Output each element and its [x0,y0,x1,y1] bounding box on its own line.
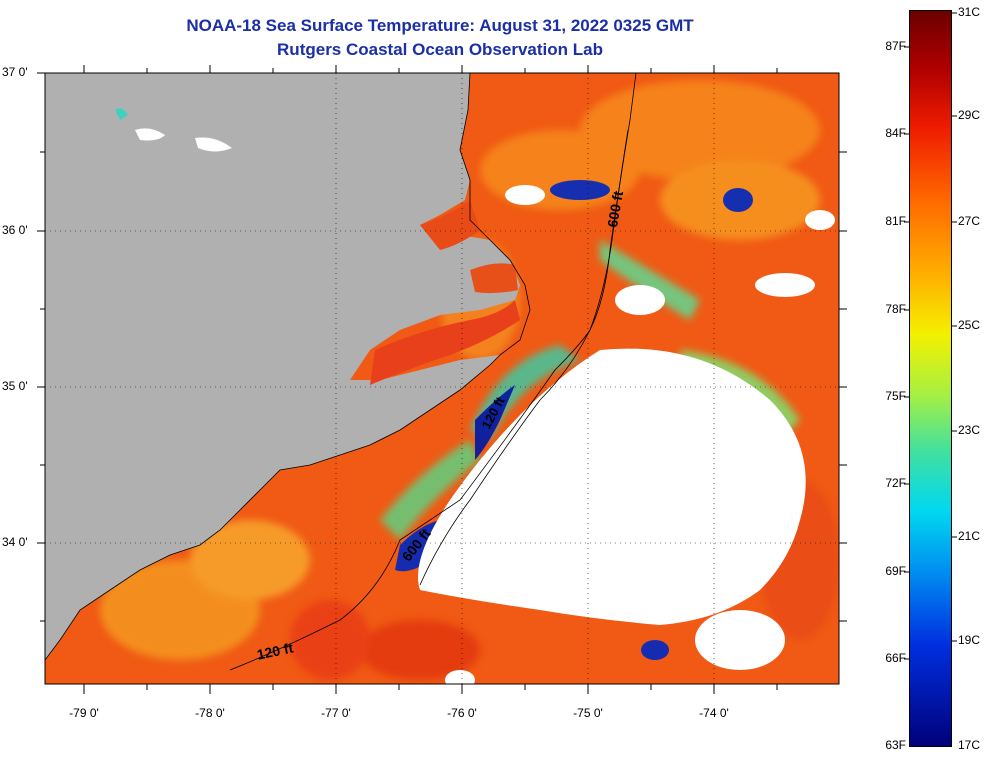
contour-label-600ft-north: 600 ft [604,189,626,228]
contour-label-120ft-south: 120 ft [255,639,294,662]
colorbar-f-label: 75F [885,389,906,403]
map-title: NOAA-18 Sea Surface Temperature: August … [186,16,694,35]
colorbar-c-label: 27C [958,214,981,228]
colorbar-c-label: 31C [958,5,981,19]
colorbar-f-label: 72F [885,476,906,490]
lon-label: -77 0' [321,706,351,720]
colorbar [909,10,952,747]
lon-label: -78 0' [195,706,225,720]
colorbar-f-label: 84F [885,126,906,140]
colorbar-f-label: 78F [885,302,906,316]
colorbar-c-label: 29C [958,108,981,122]
cloud-mask [418,185,835,684]
lat-label: 36 0' [2,223,28,237]
lon-label: -79 0' [69,706,99,720]
colorbar-f-label: 63F [885,738,906,752]
land-mass [45,73,520,660]
map-subtitle: Rutgers Coastal Ocean Observation Lab [277,40,603,59]
colorbar-f-label: 69F [885,564,906,578]
tick-marks [37,65,847,694]
lon-label: -75 0' [573,706,603,720]
colorbar-c-label: 25C [958,318,981,332]
colorbar-c-label: 17C [958,738,981,752]
lon-label: -76 0' [447,706,477,720]
colorbar-c-label: 23C [958,423,981,437]
lat-label: 37 0' [2,65,28,79]
colorbar-f-label: 81F [885,214,906,228]
colorbar-c-label: 21C [958,529,981,543]
graticule [45,73,839,684]
colorbar-f-label: 66F [885,651,906,665]
colorbar-f-label: 87F [885,39,906,53]
lon-label: -74 0' [699,706,729,720]
lat-label: 35 0' [2,379,28,393]
colorbar-scale [909,10,952,747]
colorbar-c-label: 19C [958,633,981,647]
lat-label: 34 0' [2,535,28,549]
